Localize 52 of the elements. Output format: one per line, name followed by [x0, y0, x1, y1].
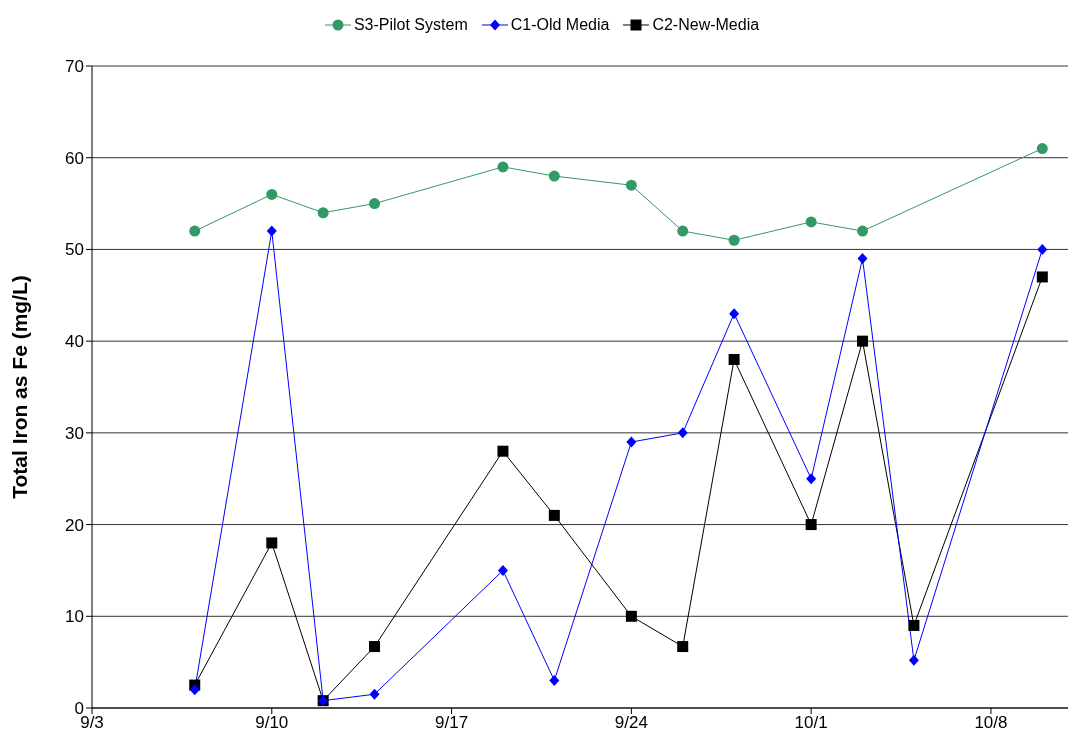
point — [1036, 143, 1048, 155]
legend-label: S3-Pilot System — [352, 16, 468, 34]
y-tick-label: 60 — [65, 148, 84, 168]
point — [266, 225, 277, 237]
point — [497, 564, 508, 576]
point — [626, 436, 637, 448]
point — [549, 674, 560, 686]
point — [677, 427, 688, 439]
point — [677, 225, 689, 237]
point — [805, 216, 817, 228]
x-tick-label: 9/3 — [80, 713, 104, 733]
point — [189, 684, 200, 696]
point — [857, 225, 869, 237]
point — [369, 198, 381, 210]
point — [857, 335, 869, 347]
point — [806, 473, 817, 485]
point — [369, 688, 380, 700]
point — [729, 308, 740, 320]
x-tick-label: 9/24 — [614, 713, 648, 733]
point — [677, 641, 689, 653]
x-tick-label: 10/1 — [794, 713, 828, 733]
point — [1036, 271, 1048, 283]
point — [908, 654, 919, 666]
x-tick-label: 10/8 — [974, 713, 1008, 733]
point — [857, 253, 868, 265]
point — [266, 188, 278, 200]
point — [497, 445, 509, 457]
y-tick-label: 40 — [65, 332, 84, 352]
y-tick-label: 70 — [65, 57, 84, 77]
y-tick-label: 30 — [65, 423, 84, 443]
point — [625, 610, 637, 622]
x-tick-label: 9/17 — [435, 713, 469, 733]
point — [548, 170, 560, 182]
point — [369, 641, 381, 653]
y-axis-title: Total Iron as Fe (mg/L) — [8, 275, 32, 499]
legend-label: C1-Old Media — [509, 16, 610, 34]
y-tick-label: 50 — [65, 240, 84, 260]
point — [728, 353, 740, 365]
point — [1037, 243, 1048, 255]
point — [805, 519, 817, 531]
point — [189, 225, 201, 237]
x-tick-label: 9/10 — [255, 713, 289, 733]
point — [728, 234, 740, 246]
point — [266, 537, 278, 549]
point — [497, 161, 509, 173]
point — [625, 179, 637, 191]
point — [548, 509, 560, 521]
point — [317, 207, 329, 219]
y-tick-label: 20 — [65, 515, 84, 535]
y-tick-label: 10 — [65, 607, 84, 627]
point — [908, 619, 920, 631]
legend-label: C2-New-Media — [651, 16, 760, 34]
